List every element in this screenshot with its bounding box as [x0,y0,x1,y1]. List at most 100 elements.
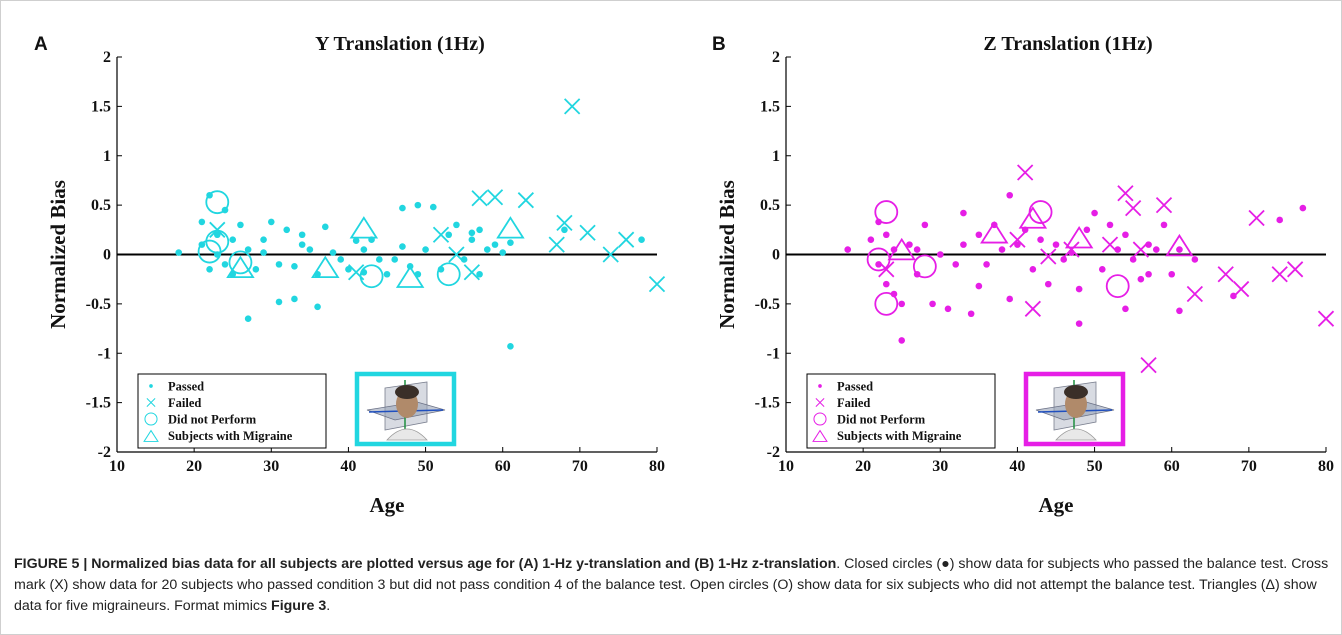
x-tick-label: 20 [855,458,871,475]
legend-label: Passed [168,380,204,394]
legend-marker-cross [146,398,156,407]
data-point-cross [618,231,635,248]
data-point-filled-circle [1122,231,1129,239]
data-point-cross [648,275,666,293]
data-point-filled-circle [960,209,967,217]
caption-bold-title: Normalized bias data for all subjects ar… [91,556,837,572]
data-point-filled-circle [499,249,507,256]
x-tick-label: 20 [186,458,202,475]
data-point-filled-circle [1299,204,1307,212]
data-point-filled-circle [1029,266,1037,273]
data-point-cross [1271,266,1288,283]
y-tick-label: -0.5 [755,296,780,313]
data-point-filled-circle [321,223,329,231]
caption-label: FIGURE 5 [14,556,80,572]
x-tick-label: 50 [1087,458,1103,475]
data-point-filled-circle [1145,270,1152,278]
data-point-filled-circle [306,246,314,253]
data-point-filled-circle [298,241,306,248]
data-point-triangle [496,216,525,239]
chart-title: Y Translation (1Hz) [315,33,485,55]
x-tick-label: 70 [1241,458,1257,475]
x-tick-label: 80 [1318,458,1334,475]
data-point-filled-circle [1075,285,1083,293]
data-point-filled-circle [967,310,975,318]
x-tick-label: 10 [778,458,794,475]
data-point-open-circle [359,264,384,289]
series-triangle [887,206,1194,261]
data-point-cross [1217,266,1234,283]
data-point-filled-circle [206,266,213,273]
data-point-filled-circle [898,337,906,344]
data-point-triangle [887,237,916,261]
legend-marker-open-circle [813,412,827,426]
data-point-filled-circle [1006,191,1014,199]
legend-box [137,373,327,449]
legend-label: Did not Perform [168,413,257,427]
data-point-filled-circle [283,226,291,234]
data-point-filled-circle [237,221,244,229]
y-tick-label: -0.5 [86,296,111,313]
y-tick-label: -1 [98,345,111,362]
legend-marker-open-circle [144,412,158,426]
data-point-open-circle [228,250,253,275]
data-point-filled-circle [882,280,890,288]
data-point-cross [579,224,596,241]
legend-marker-cross [815,398,825,407]
legend-label: Passed [837,380,873,394]
data-point-open-circle [205,229,230,254]
head-orientation-illustration [1023,371,1126,447]
data-point-filled-circle [944,305,952,313]
data-point-filled-circle [952,261,960,268]
data-point-filled-circle [1014,241,1021,248]
data-point-filled-circle [229,236,237,243]
data-point-cross [548,236,565,253]
data-point-cross [1248,209,1265,227]
data-point-filled-circle [244,246,252,253]
x-axis-label: Age [1039,493,1074,517]
data-point-filled-circle [1091,209,1098,217]
caption-separator: | [79,556,92,572]
legend-marker-shape [146,398,156,407]
data-point-filled-circle [275,298,283,306]
data-point-filled-circle [983,261,990,268]
y-tick-label: 1 [103,148,111,165]
data-point-cross [1287,261,1304,278]
legend-label: Failed [168,396,201,410]
data-point-filled-circle [337,256,345,263]
data-point-filled-circle [1044,280,1052,288]
legend-marker-triangle [812,429,828,442]
shoulders-shape [1055,428,1097,441]
caption-body: . Closed circles (●) show data for subje… [14,556,1329,614]
figure-5-charts: A Y Translation (1Hz) -2 -1.5 -1 -0.5 0 0.5 1 1.5… [34,33,1335,517]
data-point-cross [556,214,573,232]
data-point-filled-circle [267,218,275,226]
series-open-circle [197,190,461,289]
data-point-filled-circle [298,231,306,239]
figure-caption: FIGURE 5 | Normalized bias data for all … [14,554,1329,617]
data-point-filled-circle [483,246,491,253]
data-point-filled-circle [414,201,422,209]
data-point-filled-circle [260,249,267,256]
data-point-triangle [395,265,425,288]
data-point-filled-circle [375,256,383,263]
data-point-cross [1140,356,1157,374]
data-point-filled-circle [491,241,499,248]
y-tick-label: 0 [772,247,780,264]
data-point-cross [517,192,534,209]
data-point-filled-circle [507,343,514,350]
x-tick-label: 40 [1009,458,1025,475]
head-orientation-illustration [354,371,457,447]
y-tick-label: 2 [103,49,111,66]
data-point-filled-circle [252,266,260,273]
y-tick-label: -1.5 [755,395,780,412]
data-point-filled-circle [921,221,929,229]
data-point-filled-circle [844,246,852,253]
data-point-cross [1155,196,1173,214]
data-point-filled-circle [291,295,298,303]
y-tick-label: 1.5 [91,98,111,115]
y-tick-label: 2 [772,49,780,66]
data-point-filled-circle [1106,221,1114,229]
data-point-filled-circle [1168,270,1176,278]
data-point-open-circle [912,254,937,279]
